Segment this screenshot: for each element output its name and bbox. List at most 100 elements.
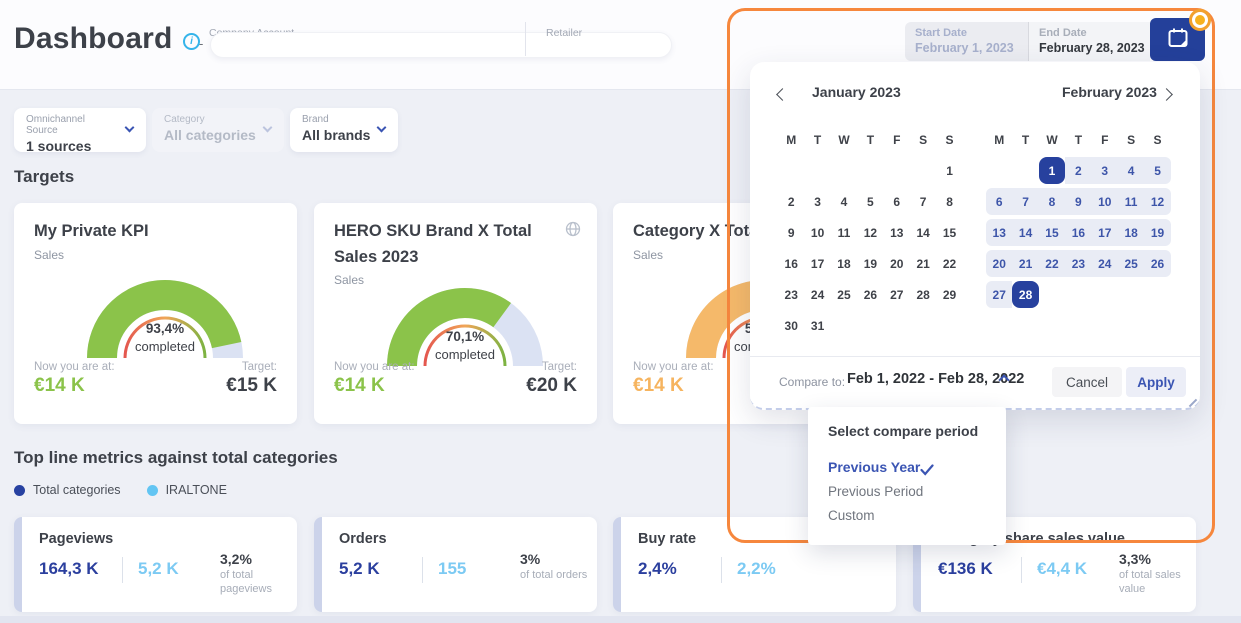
calendar-day[interactable]: 12	[1144, 188, 1171, 215]
globe-icon	[565, 221, 581, 242]
calendar-january: M T W T F S S 1 2 3 4 5 6 7 8 9 10 11 12 13 14 15 16 17 18 19 20 21…	[778, 124, 963, 341]
end-date-value: February 28, 2023	[1039, 41, 1145, 55]
panel-divider	[750, 356, 1200, 357]
calendar-day[interactable]: 20	[986, 250, 1013, 277]
calendar-day[interactable]: 18	[837, 256, 851, 271]
calendar-day[interactable]: 2	[787, 194, 795, 209]
calendar-day[interactable]: 2	[1065, 157, 1092, 184]
metric-percent: 3,3%	[1119, 551, 1151, 567]
calendar-day[interactable]: 4	[1117, 157, 1145, 184]
calendar-day[interactable]: 17	[1091, 219, 1118, 246]
calendar-day[interactable]: 23	[784, 287, 798, 302]
calendar-day[interactable]: 18	[1117, 219, 1145, 246]
metric-primary-value: €136 K	[938, 559, 993, 578]
company-account-input[interactable]	[210, 32, 672, 58]
calendar-day[interactable]: 30	[784, 318, 798, 333]
calendar-day[interactable]: 12	[863, 225, 878, 240]
calendar-day[interactable]: 28	[1012, 281, 1039, 308]
calendar-day[interactable]: 29	[942, 287, 957, 302]
start-date-value: February 1, 2023	[915, 41, 1014, 55]
chevron-right-icon[interactable]	[1160, 88, 1173, 101]
apply-button[interactable]: Apply	[1126, 367, 1186, 397]
now-value: €14 K	[334, 375, 385, 396]
calendar-day[interactable]: 24	[1091, 250, 1118, 277]
calendar-day[interactable]: 4	[840, 194, 848, 209]
info-icon[interactable]: i	[183, 33, 200, 50]
calendar-day[interactable]: 16	[784, 256, 798, 271]
calendar-day[interactable]: 5	[867, 194, 874, 209]
compare-to-value[interactable]: Feb 1, 2022 - Feb 28, 2022	[847, 371, 1025, 387]
calendar-day[interactable]: 25	[1117, 250, 1145, 277]
calendar-day[interactable]: 19	[863, 256, 878, 271]
menu-option-previous-year[interactable]: Previous Year	[828, 459, 921, 475]
calendar-day[interactable]: 6	[986, 188, 1013, 215]
filter-label: Brand	[302, 114, 329, 125]
calendar-day[interactable]: 8	[946, 194, 953, 209]
calendar-day[interactable]: 11	[837, 225, 851, 240]
legend: Total categories IRALTONE	[14, 483, 245, 497]
calendar-day[interactable]: 1	[946, 163, 953, 178]
gauge-chart: 70,1% completed	[387, 288, 543, 367]
filter-value: All brands	[302, 127, 371, 143]
calendar-day[interactable]: 21	[916, 256, 930, 271]
calendar-day[interactable]: 7	[919, 194, 927, 209]
calendar-day[interactable]: 3	[1091, 157, 1118, 184]
calendar-day[interactable]: 26	[1144, 250, 1171, 277]
calendar-day[interactable]: 16	[1065, 219, 1092, 246]
calendar-day[interactable]: 27	[890, 287, 904, 302]
cancel-button[interactable]: Cancel	[1052, 367, 1122, 397]
calendar-day[interactable]: 11	[1117, 188, 1145, 215]
metric-divider	[122, 557, 123, 583]
filter-omnichannel-source[interactable]: Omnichannel Source 1 sources	[14, 108, 146, 154]
calendar-day[interactable]: 23	[1065, 250, 1092, 277]
calendar-day[interactable]: 17	[810, 256, 825, 271]
menu-option-custom[interactable]: Custom	[828, 508, 875, 523]
calendar-day[interactable]: 13	[890, 225, 904, 240]
calendar-day[interactable]: 13	[986, 219, 1013, 246]
calendar-day[interactable]: 22	[1038, 250, 1066, 277]
metrics-heading: Top line metrics against total categorie…	[14, 448, 338, 467]
filter-value: 1 sources	[26, 138, 92, 154]
menu-option-previous-period[interactable]: Previous Period	[828, 484, 924, 499]
calendar-day[interactable]: 10	[1091, 188, 1118, 215]
calendar-day[interactable]: 7	[1012, 188, 1039, 215]
calendar-day[interactable]: 25	[837, 287, 851, 302]
retailer-label: Retailer	[546, 27, 583, 39]
filter-brand[interactable]: Brand All brands	[290, 108, 398, 152]
day-of-week: T	[813, 132, 822, 147]
chevron-left-icon[interactable]	[776, 88, 789, 101]
calendar-day[interactable]: 10	[810, 225, 825, 240]
calendar-day[interactable]: 15	[1038, 219, 1066, 246]
target-card-hero-sku: HERO SKU Brand X Total Sales 2023 Sales …	[314, 203, 597, 424]
end-date-field[interactable]: End Date February 28, 2023	[1028, 22, 1150, 61]
calendar-day[interactable]: 9	[1065, 188, 1092, 215]
calendar-day[interactable]: 22	[942, 256, 957, 271]
chevron-down-icon	[262, 122, 273, 133]
calendar-day[interactable]: 14	[916, 225, 930, 240]
now-value: €14 K	[633, 375, 684, 396]
calendar-day[interactable]: 6	[893, 194, 901, 209]
calendar-day[interactable]: 8	[1038, 188, 1066, 215]
metric-primary-value: 164,3 K	[39, 559, 99, 578]
calendar-february: M T W T F S S 1 2 3 4 5 6 7 8 9 10 11 12 13 14 15 16 17 18 19 20 21…	[986, 124, 1171, 310]
calendar-day[interactable]: 27	[986, 281, 1013, 308]
calendar-day[interactable]: 28	[916, 287, 930, 302]
calendar-day[interactable]: 5	[1144, 157, 1171, 184]
calendar-day[interactable]: 21	[1012, 250, 1039, 277]
calendar-day[interactable]: 3	[814, 194, 821, 209]
check-icon	[920, 463, 934, 481]
start-date-field[interactable]: Start Date February 1, 2023	[905, 22, 1028, 61]
calendar-day[interactable]: 31	[810, 318, 825, 333]
calendar-day[interactable]: 1	[1038, 157, 1066, 184]
filter-category[interactable]: Category All categories	[152, 108, 284, 152]
company-account-value: -	[199, 36, 204, 51]
calendar-day[interactable]: 20	[890, 256, 904, 271]
calendar-day[interactable]: 24	[810, 287, 825, 302]
calendar-day[interactable]: 19	[1144, 219, 1171, 246]
target-card-subtitle: Sales	[34, 247, 65, 262]
calendar-day[interactable]: 14	[1012, 219, 1039, 246]
calendar-day[interactable]: 9	[787, 225, 795, 240]
calendar-day[interactable]: 26	[863, 287, 878, 302]
calendar-day[interactable]: 15	[942, 225, 957, 240]
